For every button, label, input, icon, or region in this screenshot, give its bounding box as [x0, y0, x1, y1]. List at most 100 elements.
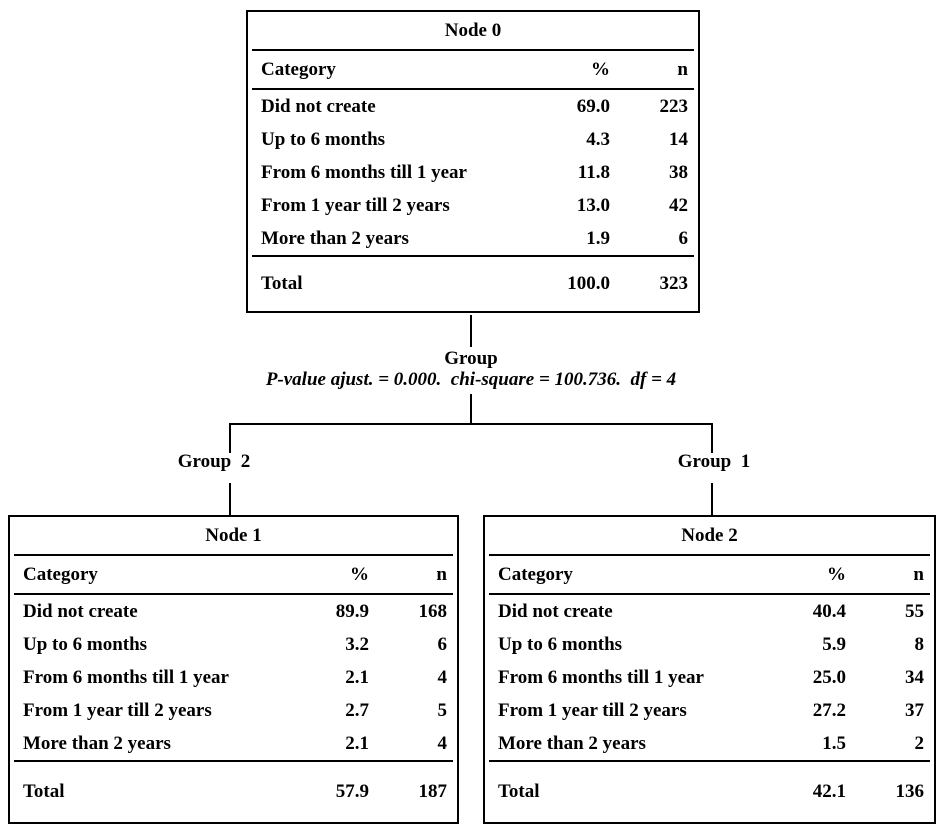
table-row: More than 2 years 2.1 4 [10, 727, 457, 760]
node-2-header-row: Category % n [485, 556, 934, 593]
row-percent: 1.9 [586, 227, 610, 249]
row-n: 4 [437, 666, 448, 688]
row-percent: 11.8 [577, 161, 610, 183]
divider [489, 554, 930, 556]
column-header-percent: % [350, 563, 369, 585]
divider [14, 554, 453, 556]
total-label: Total [23, 781, 65, 802]
total-n: 187 [418, 781, 448, 802]
node-0-title: Node 0 [444, 19, 502, 41]
table-row: From 6 months till 1 year 2.1 4 [10, 661, 457, 694]
row-n: 8 [914, 633, 925, 655]
divider [252, 255, 694, 257]
branch-label-group-2: Group 2 [177, 451, 251, 472]
split-statistics-label: P-value ajust. = 0.000. chi-square = 100… [265, 369, 677, 390]
row-n: 55 [905, 600, 924, 622]
total-n: 136 [895, 781, 925, 802]
row-percent: 89.9 [335, 600, 369, 622]
branch-right-drop-lower [711, 483, 713, 515]
row-category: Up to 6 months [498, 633, 623, 655]
branch-left-drop-upper [229, 423, 231, 453]
branch-left-drop-lower [229, 483, 231, 515]
row-percent: 27.2 [812, 699, 846, 721]
row-category: Did not create [261, 95, 376, 117]
row-category: From 6 months till 1 year [498, 666, 704, 688]
node-1-header-row: Category % n [10, 556, 457, 593]
table-row: From 6 months till 1 year 11.8 38 [248, 156, 698, 189]
row-category: From 6 months till 1 year [261, 161, 467, 183]
node-1-title: Node 1 [205, 524, 262, 546]
divider [252, 49, 694, 51]
divider [489, 593, 930, 595]
table-row: Did not create 40.4 55 [485, 595, 934, 628]
divider [489, 760, 930, 762]
table-row: More than 2 years 1.9 6 [248, 222, 698, 255]
row-percent: 2.7 [345, 699, 369, 721]
total-percent: 42.1 [812, 781, 846, 802]
row-percent: 40.4 [812, 600, 846, 622]
row-percent: 2.1 [345, 666, 369, 688]
edge-split-to-branches [470, 394, 472, 424]
table-row: Up to 6 months 3.2 6 [10, 628, 457, 661]
total-label: Total [498, 781, 540, 802]
row-category: Did not create [23, 600, 138, 622]
row-n: 223 [659, 95, 689, 117]
branch-label-group-1: Group 1 [677, 451, 751, 472]
row-category: More than 2 years [498, 732, 646, 754]
row-percent: 2.1 [345, 732, 369, 754]
table-row: From 6 months till 1 year 25.0 34 [485, 661, 934, 694]
table-row: From 1 year till 2 years 2.7 5 [10, 694, 457, 727]
row-category: Up to 6 months [261, 128, 386, 150]
column-header-category: Category [23, 563, 98, 585]
row-category: Did not create [498, 600, 613, 622]
divider [14, 760, 453, 762]
table-row: More than 2 years 1.5 2 [485, 727, 934, 760]
node-2-title: Node 2 [681, 524, 738, 546]
row-n: 6 [678, 227, 689, 249]
row-percent: 3.2 [345, 633, 369, 655]
row-percent: 13.0 [576, 194, 610, 216]
table-row: From 1 year till 2 years 13.0 42 [248, 189, 698, 222]
table-row: From 1 year till 2 years 27.2 37 [485, 694, 934, 727]
column-header-percent: % [591, 58, 610, 80]
row-category: Up to 6 months [23, 633, 148, 655]
column-header-n: n [677, 58, 688, 80]
total-row: Total 100.0 323 [248, 257, 698, 311]
row-n: 6 [437, 633, 448, 655]
row-n: 37 [905, 699, 924, 721]
column-header-n: n [913, 563, 924, 585]
row-percent: 1.5 [822, 732, 846, 754]
column-header-percent: % [827, 563, 846, 585]
node-2-box: Node 2 Category % n Did not create 40.4 … [483, 515, 936, 824]
row-n: 14 [669, 128, 688, 150]
row-category: More than 2 years [261, 227, 409, 249]
table-row: Up to 6 months 5.9 8 [485, 628, 934, 661]
row-category: From 1 year till 2 years [261, 194, 450, 216]
node-1-box: Node 1 Category % n Did not create 89.9 … [8, 515, 459, 824]
total-percent: 100.0 [567, 273, 610, 294]
table-row: Up to 6 months 4.3 14 [248, 123, 698, 156]
node-0-header-row: Category % n [248, 51, 698, 88]
row-percent: 4.3 [586, 128, 610, 150]
column-header-category: Category [261, 58, 336, 80]
branch-right-drop-upper [711, 423, 713, 453]
total-percent: 57.9 [335, 781, 369, 802]
table-row: Did not create 89.9 168 [10, 595, 457, 628]
branch-horizontal-line [229, 423, 713, 425]
divider [14, 593, 453, 595]
row-category: More than 2 years [23, 732, 171, 754]
row-n: 5 [437, 699, 448, 721]
row-percent: 25.0 [812, 666, 846, 688]
row-n: 168 [418, 600, 448, 622]
row-n: 38 [669, 161, 688, 183]
row-n: 34 [905, 666, 924, 688]
column-header-category: Category [498, 563, 573, 585]
row-percent: 69.0 [576, 95, 610, 117]
table-row: Did not create 69.0 223 [248, 90, 698, 123]
row-n: 2 [914, 732, 925, 754]
node-0-box: Node 0 Category % n Did not create 69.0 … [246, 10, 700, 313]
row-category: From 6 months till 1 year [23, 666, 229, 688]
total-row: Total 57.9 187 [10, 762, 457, 822]
total-row: Total 42.1 136 [485, 762, 934, 822]
